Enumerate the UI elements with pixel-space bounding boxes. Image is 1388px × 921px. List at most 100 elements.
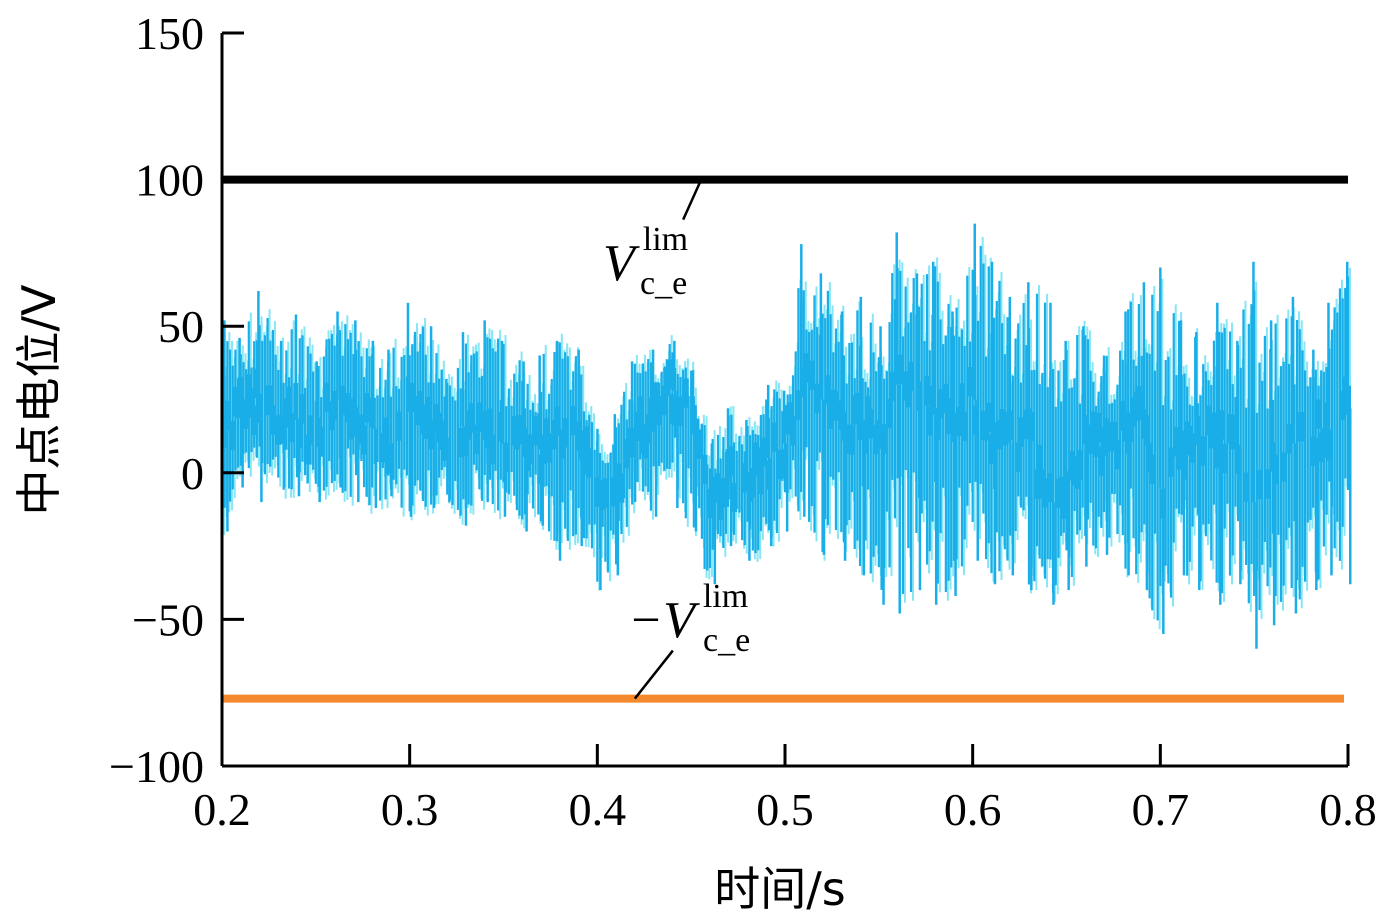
y-tick-label: 100 (135, 155, 204, 206)
lower-limit-leader (633, 649, 674, 700)
signal-core (886, 398, 893, 429)
signal-core (666, 359, 673, 389)
signal-core (382, 417, 389, 447)
signal-core (618, 473, 625, 503)
upper-limit-label: V lim c_e (603, 221, 692, 302)
signal-core (353, 407, 360, 437)
signal-core (546, 433, 553, 463)
lower-limit-label-sub: c_e (703, 622, 750, 659)
signal-core (1286, 424, 1293, 454)
x-tick-label: 0.4 (569, 784, 627, 835)
signal-core (889, 371, 896, 402)
signal-core (425, 396, 432, 427)
signal-core (489, 434, 496, 465)
signal-core (881, 424, 888, 454)
signal-core (1299, 412, 1306, 442)
signal-core (527, 434, 534, 464)
signal-core (1017, 417, 1024, 447)
signal-core (299, 394, 306, 424)
y-tick-label: 50 (158, 301, 204, 352)
signal-core (476, 402, 483, 432)
x-tick-label: 0.7 (1132, 784, 1190, 835)
signal-core (379, 433, 386, 463)
signal-core (277, 414, 284, 444)
signal-core (854, 392, 861, 423)
signal-core (580, 445, 587, 475)
signal-core (1323, 402, 1330, 433)
signal-core (1210, 412, 1217, 442)
signal-core (457, 427, 464, 458)
signal-core (1272, 455, 1279, 485)
signal-core (1060, 489, 1067, 519)
signal-core (642, 429, 649, 459)
upper-limit-leader (682, 179, 703, 221)
signal-core (339, 385, 346, 416)
signal-core (1200, 436, 1207, 466)
signal-core (1090, 411, 1097, 441)
upper-limit-label-sup: lim (643, 221, 688, 258)
signal-core (875, 419, 882, 449)
signal-core (1315, 399, 1322, 429)
signal-core (307, 415, 314, 445)
signal-core (749, 468, 756, 498)
signal-core (629, 427, 636, 458)
signal-core (950, 412, 957, 443)
signal-core (562, 418, 569, 448)
signal-core (1310, 436, 1317, 466)
signal-core (256, 393, 263, 424)
signal-core (586, 448, 593, 478)
x-tick-label: 0.5 (756, 784, 814, 835)
signal-core (634, 411, 641, 442)
x-tick-label: 0.2 (193, 784, 251, 835)
signal-core (468, 403, 475, 433)
signal-series (220, 223, 1352, 649)
signal-core (594, 477, 601, 507)
signal-core (723, 477, 730, 507)
signal-core (1194, 415, 1201, 446)
signal-core (248, 388, 255, 418)
signal-core (966, 367, 973, 397)
signal-core (757, 464, 764, 495)
signal-core (867, 409, 874, 439)
signal-core (267, 385, 274, 415)
signal-core (760, 437, 767, 467)
signal-core (409, 382, 416, 413)
signal-core (672, 396, 679, 426)
signal-core (755, 447, 762, 477)
signal-core (304, 435, 311, 465)
signal-core (840, 411, 847, 441)
signal-core (543, 418, 550, 448)
signal-core (924, 376, 931, 406)
signal-core (1320, 428, 1327, 458)
signal-core (1168, 447, 1175, 477)
signal-core (1082, 415, 1089, 445)
signal-core (1138, 390, 1145, 421)
signal-core (985, 402, 992, 433)
signal-core (1015, 442, 1022, 473)
signal-core (795, 390, 802, 420)
signal-core (1042, 478, 1049, 508)
signal-core (1036, 444, 1043, 475)
signal-core (655, 395, 662, 426)
signal-core (251, 405, 258, 435)
signal-core (1243, 472, 1250, 502)
signal-core (1221, 443, 1228, 474)
signal-core (765, 460, 772, 490)
signal-core (824, 375, 831, 405)
y-tick-label: 0 (181, 448, 204, 499)
signal-core (1189, 433, 1196, 463)
upper-limit-label-sub: c_e (640, 265, 687, 302)
signal-core (243, 399, 250, 429)
signal-core (570, 405, 577, 436)
signal-core (714, 473, 721, 503)
signal-core (361, 425, 368, 455)
signal-core (1256, 469, 1263, 500)
signal-core (682, 378, 689, 408)
signal-core (661, 385, 668, 416)
signal-core (323, 382, 330, 412)
signal-core (808, 360, 815, 391)
signal-core (229, 420, 236, 451)
signal-core (1076, 450, 1083, 480)
signal-core (849, 425, 856, 455)
y-tick-label: 150 (135, 8, 204, 59)
